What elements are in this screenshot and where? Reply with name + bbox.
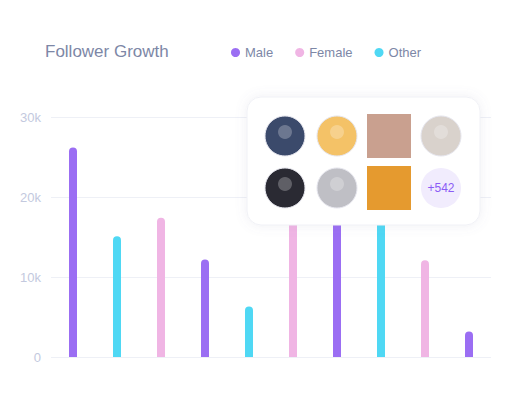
- svg-text:Other: Other: [389, 45, 422, 60]
- svg-text:Follower Growth: Follower Growth: [45, 42, 169, 61]
- svg-text:10k: 10k: [20, 270, 41, 285]
- svg-text:0: 0: [34, 350, 41, 365]
- svg-text:+542: +542: [427, 181, 454, 195]
- svg-text:30k: 30k: [20, 110, 41, 125]
- svg-text:20k: 20k: [20, 190, 41, 205]
- svg-text:Female: Female: [309, 45, 352, 60]
- svg-text:Male: Male: [245, 45, 273, 60]
